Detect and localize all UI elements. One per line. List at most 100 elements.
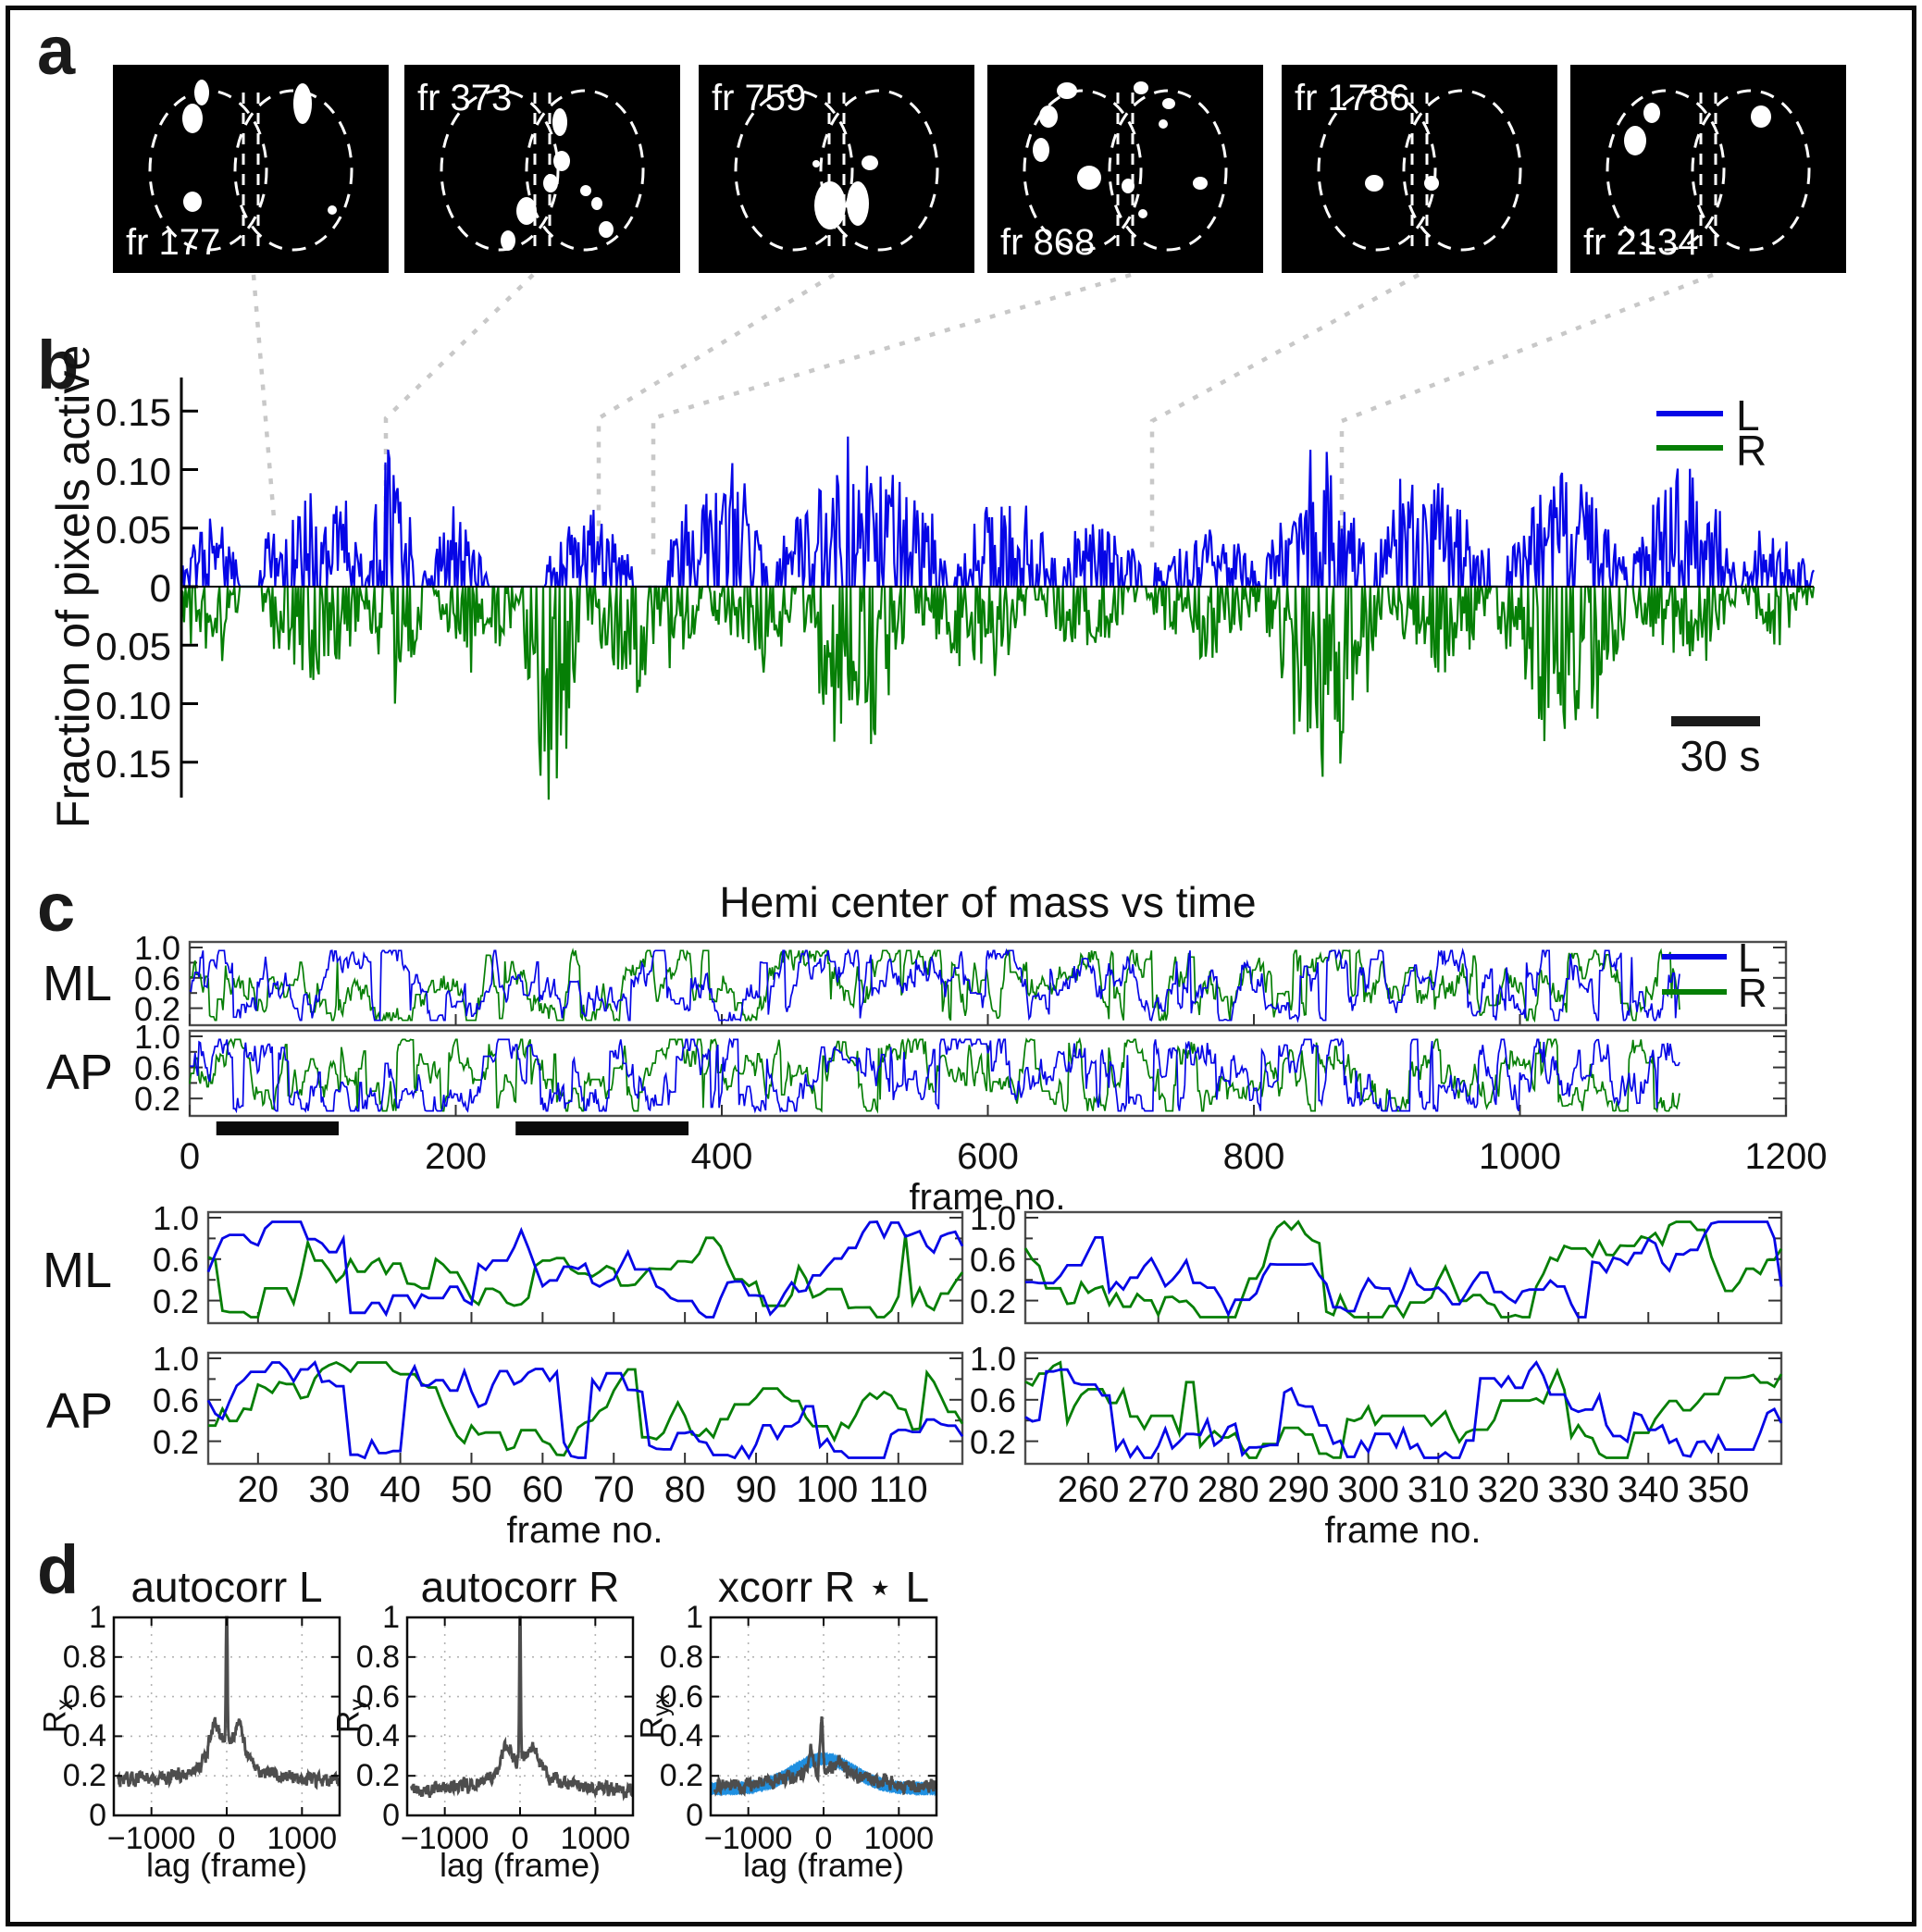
- brain-frame: fr 868: [987, 65, 1263, 273]
- active-pixel-blob: [1751, 105, 1771, 128]
- c-zoom-box-ML-0: [206, 1210, 964, 1325]
- c-zoom-region-bar: [515, 1121, 689, 1135]
- d-x-tick-label: 0: [814, 1821, 833, 1856]
- c-y-tick-label: 0.6: [152, 1240, 199, 1279]
- d-x-tick-label: −1000: [703, 1821, 793, 1856]
- active-pixel-blob: [1365, 175, 1383, 192]
- c-x-axis-title: frame no.: [909, 1177, 1066, 1218]
- c-zoom-box-AP-1: [1023, 1351, 1783, 1466]
- brain-outline-svg: [1606, 89, 1811, 252]
- d-y-tick-label: 1: [686, 1600, 703, 1635]
- d-xlabel-2: lag (frame): [439, 1846, 601, 1884]
- b-y-tick-label: 0.15: [95, 390, 171, 435]
- c-y-tick-label: 0.2: [969, 1282, 1016, 1320]
- d-x-tick-label: −1000: [400, 1821, 490, 1856]
- brain-outline-svg: [734, 89, 939, 252]
- c-zoom-trace-R-AP-1: [1024, 1360, 1783, 1459]
- active-pixel-blob: [552, 108, 567, 136]
- d-y-tick-label: 0.2: [659, 1758, 703, 1794]
- c-y-tick-label: 1.0: [969, 1340, 1016, 1378]
- d-y-tick-label: 1: [382, 1600, 400, 1635]
- active-pixel-blob: [591, 197, 602, 210]
- c-x-tick-label: 400: [690, 1136, 753, 1177]
- d-y-tick-label: 0.4: [62, 1718, 106, 1754]
- d-x-tick-label: 0: [217, 1821, 236, 1856]
- c-zoom-x-tick-label: 20: [237, 1469, 279, 1510]
- frame-number-label: fr 1786: [1295, 78, 1410, 118]
- c-zoom-box-AP-0: [206, 1351, 964, 1466]
- c-zoom-x-tick-label: 50: [451, 1469, 492, 1510]
- d-y-tick-label: 0: [89, 1798, 106, 1833]
- c-y-tick-label: 1.0: [133, 929, 180, 967]
- active-pixel-blob: [1138, 209, 1147, 218]
- d-x-tick-label: 1000: [863, 1821, 935, 1856]
- d-y-tick-label: 0.6: [62, 1678, 106, 1715]
- b-y-tick-label: 0: [149, 566, 171, 610]
- c-zoom-trace-R-AP-0: [208, 1360, 964, 1457]
- active-pixel-blob: [1193, 177, 1208, 190]
- b-legend-L-label: L: [1736, 391, 1760, 440]
- c-zoom-x-tick-label: 280: [1197, 1469, 1259, 1510]
- brain-frame: fr 373: [404, 65, 680, 273]
- brain-outline-svg: [148, 80, 353, 252]
- d-title-autocorr-R: autocorr R: [420, 1563, 620, 1611]
- c-zoom-x-tick-label: 80: [663, 1469, 706, 1510]
- frame-time-connector: [596, 273, 836, 555]
- c-zoom-x-tick-label: 110: [868, 1469, 928, 1510]
- hemisphere-outline-left: [1317, 89, 1437, 252]
- frame-number-label: fr 2134: [1583, 222, 1699, 263]
- c-zoom-x-tick-label: 60: [522, 1469, 564, 1510]
- c-y-tick-label: 0.2: [152, 1282, 199, 1320]
- c-title: Hemi center of mass vs time: [719, 878, 1257, 926]
- d-x-tick-label: 1000: [267, 1821, 338, 1856]
- panel-d-label: d: [37, 1531, 80, 1608]
- d-y-tick-label: 0.8: [62, 1639, 106, 1675]
- active-pixel-blob: [1134, 81, 1148, 94]
- c-y-tick-label: 1.0: [133, 1018, 180, 1056]
- c-zoom-x-tick-label: 40: [379, 1469, 421, 1510]
- hemisphere-outline-right: [1402, 89, 1522, 252]
- frame-number-label: fr 759: [712, 78, 807, 118]
- c-zoom-x-tick-label: 320: [1477, 1469, 1540, 1510]
- b-y-tick-label: 0.10: [95, 449, 171, 493]
- active-pixel-blob: [516, 197, 537, 225]
- active-pixel-blob: [1039, 105, 1058, 128]
- c-y-tick-label: 0.6: [152, 1381, 199, 1419]
- c-zoom-x-tick-label: 270: [1127, 1469, 1190, 1510]
- c-zoom-left-x-axis-title: frame no.: [506, 1510, 663, 1551]
- d-xlabel-3: lag (frame): [742, 1846, 905, 1884]
- active-pixel-blob: [194, 80, 209, 105]
- c-row-label-ap: AP: [46, 1045, 114, 1100]
- d-y-tick-label: 0.2: [355, 1758, 400, 1794]
- hemisphere-outline-left: [1606, 89, 1726, 252]
- d-x-tick-label: −1000: [106, 1821, 196, 1856]
- c-zoom-region-bar: [216, 1121, 339, 1135]
- d-x-tick-label: 0: [511, 1821, 529, 1856]
- d-y-tick-label: 0.6: [355, 1678, 400, 1715]
- frame-time-connector: [251, 274, 277, 519]
- c-y-tick-label: 0.6: [133, 1048, 180, 1087]
- c-x-tick-label: 800: [1222, 1136, 1285, 1177]
- c-zoom-trace-L-ML-0: [206, 1220, 964, 1319]
- c-zoom-x-tick-label: 70: [593, 1469, 635, 1510]
- d-y-tick-label: 0.4: [355, 1718, 400, 1754]
- active-pixel-blob: [847, 181, 869, 226]
- c-zoom-x-tick-label: 30: [308, 1469, 350, 1510]
- c-y-tick-label: 0.6: [133, 959, 180, 997]
- frame-time-connector: [1149, 273, 1420, 555]
- active-pixel-blob: [1033, 138, 1049, 162]
- d-xlabel-1: lag (frame): [145, 1846, 308, 1884]
- c-y-tick-label: 0.2: [133, 989, 180, 1028]
- c-zoom-trace-R-ML-1: [1023, 1220, 1783, 1319]
- c-zoom-x-tick-label: 100: [796, 1469, 859, 1510]
- d-trace-0: [117, 1616, 341, 1790]
- b-scalebar: [1671, 716, 1760, 726]
- c-y-tick-label: 1.0: [152, 1340, 199, 1378]
- c-x-tick-label: 600: [957, 1136, 1019, 1177]
- panel-a-label: a: [37, 12, 76, 89]
- active-pixel-blob: [862, 155, 878, 170]
- d-y-tick-label: 0: [382, 1798, 400, 1833]
- active-pixel-blob: [1077, 166, 1101, 190]
- c-x-tick-label: 200: [425, 1136, 487, 1177]
